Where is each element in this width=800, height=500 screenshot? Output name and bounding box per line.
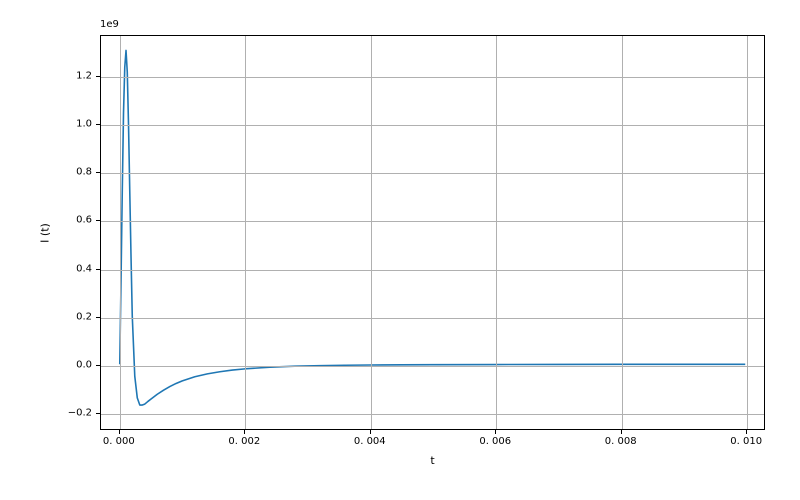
y-tick: [96, 76, 100, 77]
y-tick-label: 1.0: [76, 119, 92, 130]
y-tick: [96, 317, 100, 318]
y-tick-label: 0.4: [76, 263, 92, 274]
x-tick: [244, 430, 245, 434]
y-tick-label: 0.2: [76, 311, 92, 322]
grid-line: [101, 77, 764, 78]
grid-line: [101, 270, 764, 271]
x-tick: [495, 430, 496, 434]
line-series: [101, 36, 764, 429]
x-tick: [621, 430, 622, 434]
grid-line: [101, 414, 764, 415]
y-tick: [96, 365, 100, 366]
y-axis-label: I (t): [39, 223, 52, 243]
y-tick-label: 0.0: [76, 359, 92, 370]
y-tick: [96, 172, 100, 173]
plot-area: [100, 35, 765, 430]
y-tick: [96, 413, 100, 414]
grid-line: [101, 221, 764, 222]
grid-line: [101, 366, 764, 367]
grid-line: [101, 173, 764, 174]
line-chart: 1e9 t I (t) 0. 000 0. 002 0. 004 0. 006 0. 0…: [0, 0, 800, 500]
y-tick: [96, 124, 100, 125]
grid-line: [101, 318, 764, 319]
x-tick-label: 0. 008: [605, 436, 637, 447]
y-tick: [96, 269, 100, 270]
x-tick: [746, 430, 747, 434]
grid-line: [245, 36, 246, 429]
grid-line: [496, 36, 497, 429]
y-tick-label: −0.2: [68, 408, 92, 419]
x-tick: [370, 430, 371, 434]
y-tick: [96, 220, 100, 221]
x-tick-label: 0. 010: [730, 436, 762, 447]
scale-label: 1e9: [100, 19, 119, 30]
grid-line: [101, 125, 764, 126]
x-tick-label: 0. 004: [354, 436, 386, 447]
grid-line: [622, 36, 623, 429]
y-tick-label: 0.8: [76, 167, 92, 178]
x-tick-label: 0. 000: [103, 436, 135, 447]
x-tick-label: 0. 006: [479, 436, 511, 447]
y-tick-label: 1.2: [76, 70, 92, 81]
y-tick-label: 0.6: [76, 215, 92, 226]
x-tick-label: 0. 002: [228, 436, 260, 447]
x-axis-label: t: [430, 454, 434, 467]
series-line: [120, 50, 745, 405]
grid-line: [747, 36, 748, 429]
grid-line: [120, 36, 121, 429]
x-tick: [119, 430, 120, 434]
grid-line: [371, 36, 372, 429]
